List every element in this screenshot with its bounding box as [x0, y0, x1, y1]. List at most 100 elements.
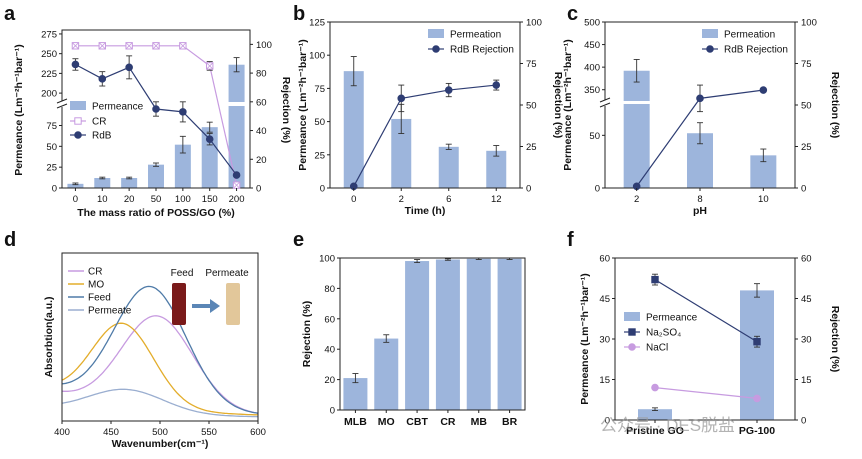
- data-point-rdb: [179, 108, 187, 116]
- y-right-tick-label: 40: [256, 126, 267, 137]
- y-right-axis-label: Rejection (%): [829, 72, 841, 139]
- legend-label: RdB Rejection: [724, 45, 788, 56]
- x-axis-label: The mass ratio of POSS/GO (%): [77, 207, 235, 219]
- series-line-rdb: [353, 84, 497, 187]
- y-right-tick-label: 60: [256, 97, 267, 108]
- y-right-axis-label: Rejection (%): [552, 72, 564, 139]
- y-right-tick-label: 60: [801, 254, 812, 265]
- y-right-tick-label: 0: [256, 184, 261, 195]
- y-tick-label: 125: [309, 18, 325, 29]
- x-tick-label: 8: [697, 194, 702, 205]
- panel-label: f: [567, 229, 574, 251]
- permeation-bar: [438, 146, 459, 188]
- marker-cross: [125, 42, 133, 50]
- y-tick-label: 0: [320, 184, 325, 195]
- y-tick-label: 0: [595, 184, 600, 195]
- y-axis-label: Rejection (%): [301, 301, 313, 368]
- y-tick-label: 60: [599, 254, 610, 265]
- legend-label: RdB Rejection: [450, 45, 514, 56]
- x-tick-label: CR: [440, 416, 456, 428]
- permeance-bar: [638, 409, 672, 420]
- panel-label: e: [293, 229, 304, 251]
- marker-cross: [99, 42, 106, 50]
- y-right-tick-label: 0: [801, 416, 806, 427]
- series-line: [654, 279, 758, 343]
- legend-marker: [432, 45, 440, 53]
- legend-marker: [628, 343, 636, 351]
- legend-bar-swatch: [702, 29, 718, 38]
- y-tick-label: 25: [46, 163, 57, 174]
- y-tick-label: 0: [330, 406, 335, 417]
- panel-label: c: [567, 3, 578, 25]
- x-tick-label: 10: [758, 194, 769, 205]
- permeance-bar: [148, 164, 164, 188]
- y-right-tick-label: 45: [801, 294, 812, 305]
- data-point-rdb: [232, 171, 241, 179]
- legend-marker: [706, 45, 714, 53]
- right-arrow-icon: [192, 299, 220, 313]
- y-tick-label: 30: [599, 335, 610, 346]
- inset-feed-label: Feed: [171, 268, 194, 279]
- marker-cross: [233, 181, 240, 189]
- legend-label: CR: [92, 117, 106, 128]
- x-tick-label: 10: [97, 194, 108, 205]
- marker-cross: [206, 62, 213, 70]
- rejection-bar: [466, 258, 491, 410]
- y-tick-label: 350: [584, 85, 600, 96]
- y-tick-label: 100: [319, 254, 335, 265]
- permeance-bar: [67, 183, 84, 188]
- permeation-bar: [391, 118, 412, 188]
- y-right-tick-label: 0: [526, 184, 531, 195]
- data-point: [651, 275, 659, 284]
- y-right-tick-label: 75: [801, 59, 812, 70]
- spectrum-line-feed: [61, 285, 259, 414]
- watermark-text: 公众号 · DES脱盐: [600, 416, 735, 435]
- x-tick-label: 0: [73, 194, 78, 205]
- legend-label: Permeance: [92, 102, 144, 113]
- y-right-tick-label: 30: [801, 335, 812, 346]
- data-point: [651, 383, 659, 392]
- data-point-rdb: [205, 135, 214, 143]
- permeance-bar: [201, 127, 218, 188]
- data-point-rdb: [98, 75, 107, 83]
- y-tick-label: 80: [324, 284, 335, 295]
- x-tick-label: 2: [634, 194, 639, 205]
- y-tick-label: 40: [324, 345, 335, 356]
- y-right-tick-label: 50: [526, 101, 537, 112]
- x-tick-label: 6: [446, 194, 451, 205]
- y-right-tick-label: 0: [801, 184, 806, 195]
- y-axis-label: Permeance (Lm⁻²h⁻¹bar⁻¹): [579, 273, 591, 405]
- x-tick-label: 500: [152, 427, 168, 438]
- axis-break-gap: [600, 100, 610, 106]
- x-tick-label: 50: [151, 194, 162, 205]
- inset-permeate-label: Permeate: [205, 268, 249, 279]
- legend-marker: [74, 131, 82, 139]
- data-point-rdb: [492, 81, 501, 89]
- y-right-tick-label: 20: [256, 155, 267, 166]
- legend-bar-swatch: [428, 29, 444, 38]
- x-tick-label: 400: [54, 427, 70, 438]
- plot-frame-e: [339, 257, 526, 411]
- x-axis-label: Wavenumber(cm⁻¹): [112, 438, 209, 450]
- y-tick-label: 225: [41, 69, 57, 80]
- x-tick-label: 0: [351, 194, 356, 205]
- legend-label: Feed: [88, 293, 111, 304]
- y-tick-label: 100: [309, 51, 325, 62]
- y-right-axis-label: Rejection (%): [829, 306, 841, 373]
- spectrum-line-cr: [61, 315, 259, 414]
- permeance-bar: [228, 64, 245, 188]
- panel-label: d: [4, 229, 16, 251]
- data-point-rdb: [696, 94, 704, 103]
- marker-cross: [179, 42, 187, 50]
- axis-break-gap: [57, 101, 67, 107]
- y-right-tick-label: 100: [256, 40, 272, 51]
- y-right-tick-label: 25: [801, 142, 812, 153]
- axis-break-mark: [56, 98, 68, 109]
- y-axis-label: Permeance (Lm⁻²h⁻¹bar⁻¹): [297, 39, 309, 171]
- y-tick-label: 0: [52, 184, 57, 195]
- legend-label: Permeate: [88, 306, 132, 317]
- y-tick-label: 15: [599, 375, 610, 386]
- y-right-tick-label: 100: [526, 18, 542, 29]
- y-right-tick-label: 50: [801, 101, 812, 112]
